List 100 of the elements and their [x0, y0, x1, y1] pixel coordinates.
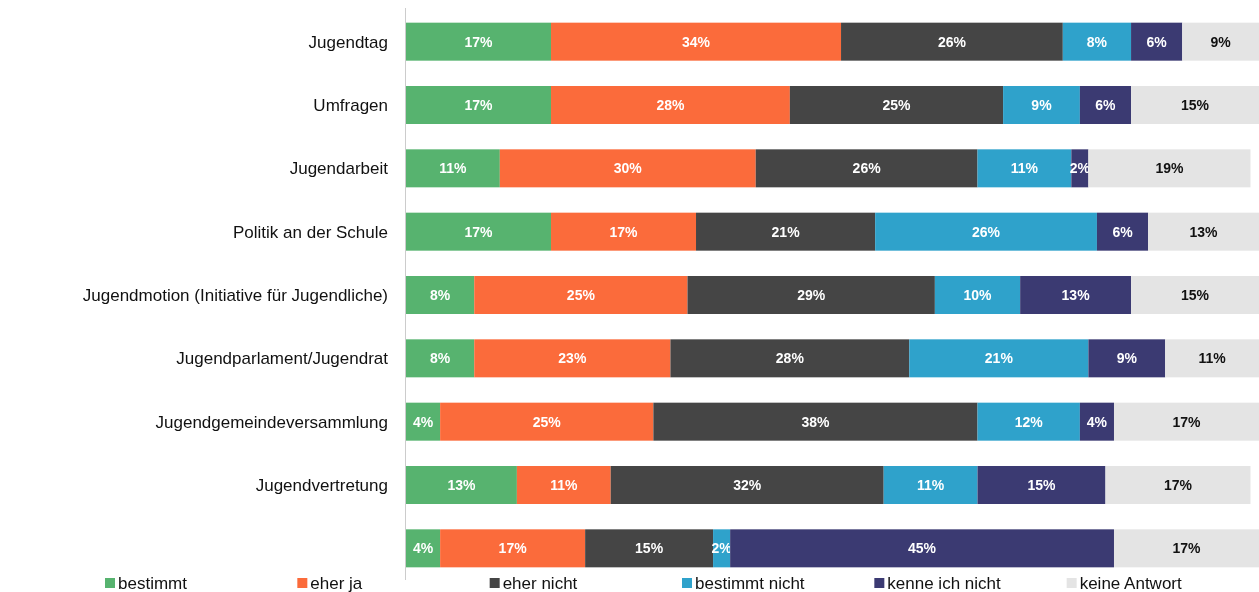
y-tick-label: Jugendgemeindeversammlung [155, 412, 388, 432]
legend-label: kenne ich nicht [887, 573, 1002, 592]
bar [696, 212, 876, 251]
y-tick-label: Jugendtag [308, 32, 388, 52]
data-label: 25% [882, 96, 912, 113]
data-label: 30% [613, 160, 643, 177]
data-label: 17% [464, 96, 494, 113]
bar [653, 402, 978, 441]
data-label: 11% [550, 476, 578, 493]
bar [1131, 22, 1183, 61]
legend-label: eher nicht [502, 573, 578, 592]
bar [406, 149, 500, 188]
data-label: 15% [635, 540, 664, 557]
bar [977, 149, 1072, 188]
data-label: 15% [1181, 286, 1210, 303]
bar [687, 276, 935, 314]
legend-label: keine Antwort [1079, 573, 1182, 592]
bar [1079, 86, 1132, 124]
bar [730, 529, 1114, 568]
data-label: 28% [656, 96, 685, 113]
data-label: 15% [1181, 96, 1210, 113]
bar [670, 339, 910, 378]
data-label: 4% [412, 540, 434, 557]
data-label: 32% [733, 476, 762, 493]
data-label: 11% [1010, 160, 1039, 177]
data-label: 17% [1172, 413, 1202, 430]
bar [1020, 276, 1132, 314]
data-label: 25% [532, 413, 562, 430]
y-tick-label: Jugendparlament/Jugendrat [176, 349, 389, 369]
data-label: 17% [1172, 540, 1202, 557]
y-tick-label: Umfragen [313, 95, 388, 115]
bar [474, 339, 671, 378]
bar [977, 402, 1080, 441]
data-label: 17% [464, 33, 494, 50]
data-label: 4% [1086, 413, 1108, 430]
bar [610, 466, 884, 504]
data-label: 9% [1031, 96, 1053, 113]
y-tick-label: Jugendmotion (Initiative für Jugendliche) [82, 285, 388, 305]
bar [406, 466, 517, 504]
data-label: 45% [908, 540, 937, 557]
bar [406, 339, 475, 378]
data-label: 6% [1112, 223, 1134, 240]
data-label: 28% [775, 350, 805, 367]
bar [1088, 339, 1166, 378]
data-label: 10% [963, 286, 993, 303]
data-label: 4% [412, 413, 434, 430]
data-label: 13% [1189, 223, 1219, 240]
bar [551, 22, 842, 61]
bar [474, 276, 688, 314]
bar [1088, 149, 1251, 188]
data-label: 8% [1086, 33, 1108, 50]
bar [1062, 22, 1132, 61]
bar [1131, 86, 1259, 124]
bar [977, 466, 1106, 504]
data-label: 12% [1014, 413, 1044, 430]
data-label: 34% [682, 33, 711, 50]
bar [516, 466, 611, 504]
data-label: 17% [464, 223, 494, 240]
bar [1182, 22, 1259, 61]
data-label: 17% [609, 223, 639, 240]
bar [1003, 86, 1080, 124]
bar [406, 22, 552, 61]
bar [1113, 529, 1259, 568]
data-label: 23% [558, 350, 587, 367]
y-tick-label: Jugendarbeit [289, 159, 389, 179]
bar [499, 149, 756, 188]
data-label: 26% [937, 33, 967, 50]
data-label: 6% [1146, 33, 1168, 50]
bar [406, 276, 475, 314]
bar [440, 402, 654, 441]
bar [789, 86, 1004, 124]
data-label: 11% [916, 476, 945, 493]
data-label: 29% [797, 286, 826, 303]
bar [875, 212, 1097, 251]
bar [841, 22, 1063, 61]
data-label: 38% [801, 413, 830, 430]
data-label: 8% [430, 350, 451, 367]
bar [755, 149, 978, 188]
data-label: 13% [1061, 286, 1091, 303]
data-label: 9% [1116, 350, 1138, 367]
bar [1148, 212, 1259, 251]
bar [440, 529, 586, 568]
data-label: 25% [566, 286, 596, 303]
legend-label: bestimmt nicht [695, 573, 805, 592]
bar [909, 339, 1089, 378]
bar [585, 529, 714, 568]
y-tick-label: Jugendvertretung [255, 475, 388, 495]
data-label: 15% [1027, 476, 1057, 493]
bar [883, 466, 978, 504]
data-label: 19% [1155, 160, 1184, 177]
bar [1113, 402, 1259, 441]
data-label: 21% [771, 223, 801, 240]
bar [406, 212, 552, 251]
bar [551, 212, 697, 251]
bar [1105, 466, 1251, 504]
data-label: 26% [852, 160, 882, 177]
data-label: 17% [1163, 476, 1193, 493]
bar [1096, 212, 1149, 251]
bar [406, 86, 552, 124]
bar [551, 86, 790, 124]
